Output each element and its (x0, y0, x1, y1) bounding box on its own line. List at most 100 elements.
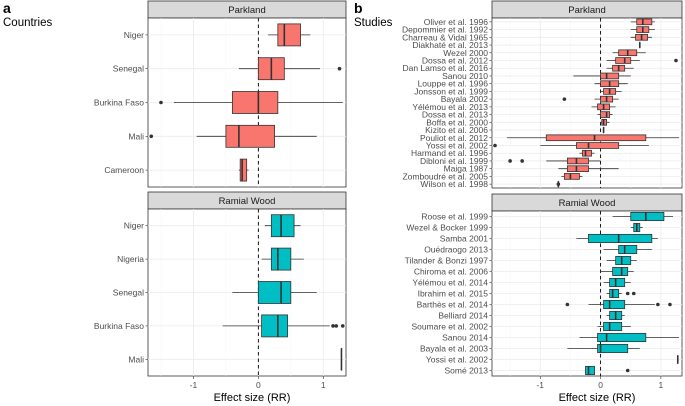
box-iqr (270, 247, 292, 271)
box-roose-et-al-1999: Roose et al. 1999 (421, 212, 673, 222)
box-cameroon: Cameroon (104, 158, 249, 182)
category-label: Barthès et al. 2014 (417, 300, 489, 310)
category-label: Yélémou et al. 2014 (412, 278, 488, 288)
category-label: Roose et al. 1999 (421, 212, 488, 222)
box-iqr (239, 158, 248, 182)
category-label: Oliver et al. 1996 (424, 17, 489, 27)
box-dibloni-et-al-1999: Dibloni et al. 1999 (420, 156, 601, 166)
x-tick-label: 1 (321, 380, 326, 390)
outlier-point (337, 66, 342, 71)
box-iqr (600, 72, 620, 80)
box-diakhat-et-al-2013: Diakhaté et al. 2013 (412, 40, 641, 50)
category-label: Charreau & Vidal 1965 (402, 32, 488, 42)
facet-parkland: Parkland Niger Senegal Burkina Faso Mali Came… (94, 0, 347, 188)
x-tick-label: 1 (659, 380, 664, 390)
box-iqr (597, 332, 647, 343)
box-mali: Mali (128, 124, 317, 148)
panel-b-y-title: Studies (354, 17, 393, 29)
category-label: Harmand et al. 1996 (411, 148, 488, 158)
category-label: Tilander & Bonzi 1997 (405, 256, 489, 266)
box-iqr (630, 211, 665, 222)
category-label: Depommier et al. 1992 (402, 25, 488, 35)
category-label: Soumare et al. 2002 (411, 322, 488, 332)
category-label: Sanou 2014 (442, 333, 488, 343)
box-wezel-2000: Wezel 2000 (443, 48, 646, 58)
x-tick-label: 0 (256, 380, 261, 390)
box-iqr (609, 277, 626, 288)
box-belliard-2014: Belliard 2014 (438, 311, 625, 321)
panel-a-x-title: Effect size (RR) (214, 392, 291, 404)
box-dan-lamso-et-al-2016: Dan Lamso et al. 2016 (402, 63, 634, 73)
box-sanou-2014: Sanou 2014 (442, 333, 679, 343)
box-wezel-bocker-1999: Wezel & Bocker 1999 (406, 223, 643, 233)
outlier-point (625, 291, 630, 296)
box-yossi-et-al-2002: Yossi et al. 2002 (426, 141, 649, 151)
category-label: Cameroon (104, 165, 144, 175)
outlier-point (340, 324, 345, 328)
category-label: Ouédraogo 2013 (424, 245, 488, 255)
category-label: Wezel & Bocker 1999 (406, 223, 488, 233)
box-pouliot-et-al-2012: Pouliot et al. 2012 (420, 133, 679, 143)
panel-b-x-title: Effect size (RR) (559, 392, 636, 404)
box-iqr (600, 111, 611, 118)
box-barth-s-et-al-2014: Barthès et al. 2014 (417, 300, 672, 310)
outlier-point (159, 100, 163, 105)
box-jonsson-et-al-1999: Jonsson et al. 1999 (414, 86, 622, 96)
outlier-point (334, 324, 339, 328)
box-iqr (588, 233, 653, 244)
facet-strip-label: Parkland (568, 5, 606, 16)
box-burkina-faso: Burkina Faso (94, 91, 343, 114)
category-label: Dossa et al. 2012 (422, 56, 488, 66)
category-label: Belliard 2014 (438, 311, 488, 321)
category-label: Boffa et al. 2000 (426, 117, 488, 127)
box-iqr (270, 214, 295, 238)
box-iqr (566, 157, 589, 165)
box-iqr (566, 165, 589, 172)
box-iqr (603, 299, 626, 310)
facet-ramial-wood: Ramial Wood Niger Nigeria Senegal Burkina Fa… (94, 191, 347, 377)
box-iqr (257, 281, 292, 304)
box-dossa-et-al-2012: Dossa et al. 2012 (422, 56, 678, 66)
panel-a-plot: Parkland Niger Senegal Burkina Faso Mali Came… (94, 0, 347, 390)
box-soumare-et-al-2002: Soumare et al. 2002 (411, 322, 631, 332)
box-iqr (636, 18, 653, 26)
category-label: Sanou 2010 (442, 71, 488, 81)
category-label: Yélémou et al. 2013 (412, 102, 488, 112)
outlier-point (556, 182, 561, 186)
category-label: Samba 2001 (440, 234, 488, 244)
box-iqr (231, 91, 279, 114)
box-yossi-et-al-2002: Yossi et al. 2002 (426, 355, 679, 365)
box-bayala-2002: Bayala 2002 (441, 94, 619, 104)
outlier-point (631, 291, 636, 296)
box-depommier-et-al-1992: Depommier et al. 1992 (402, 25, 655, 35)
box-senegal: Senegal (113, 57, 342, 81)
box-iqr (615, 57, 632, 64)
outlier-point (508, 159, 512, 163)
box-tilander-bonzi-1997: Tilander & Bonzi 1997 (405, 256, 637, 266)
category-label: Burkina Faso (94, 321, 144, 331)
box-y-l-mou-et-al-2014: Yélémou et al. 2014 (412, 277, 631, 288)
x-tick-label: -1 (536, 380, 544, 390)
x-tick-label: -1 (190, 380, 198, 390)
box-zomboudr-et-al-2005: Zomboudré et al. 2005 (402, 171, 583, 181)
box-kizito-et-al-2006: Kizito et al. 2006 (425, 125, 605, 135)
box-boffa-et-al-2000: Boffa et al. 2000 (426, 117, 610, 127)
category-label: Ibrahim et al. 2015 (418, 289, 489, 299)
box-ibrahim-et-al-2015: Ibrahim et al. 2015 (418, 289, 636, 299)
x-tick-label: 0 (598, 380, 603, 390)
box-iqr (545, 134, 647, 142)
category-label: Senegal (113, 64, 144, 74)
panel-a-y-title: Countries (3, 17, 52, 29)
box-iqr (597, 343, 629, 354)
box-niger: Niger (124, 23, 311, 47)
box-iqr (563, 173, 580, 180)
category-label: Chiroma et al. 2006 (414, 267, 488, 277)
category-label: Pouliot et al. 2012 (420, 133, 488, 143)
box-iqr (615, 255, 632, 266)
category-label: Bayala 2002 (441, 94, 489, 104)
outlier-point (565, 302, 570, 307)
outlier-point (668, 302, 672, 307)
outlier-point (562, 97, 567, 101)
